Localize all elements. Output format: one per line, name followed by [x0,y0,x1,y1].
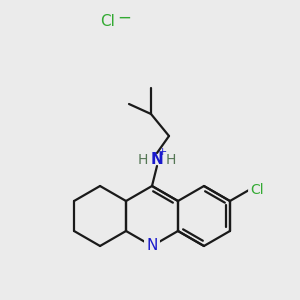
Text: +: + [157,147,167,157]
Text: N: N [151,152,164,167]
Text: H: H [138,153,148,167]
Text: Cl: Cl [100,14,116,29]
Text: H: H [166,153,176,167]
Text: Cl: Cl [250,183,264,197]
Text: −: − [117,9,131,27]
Text: N: N [146,238,158,253]
